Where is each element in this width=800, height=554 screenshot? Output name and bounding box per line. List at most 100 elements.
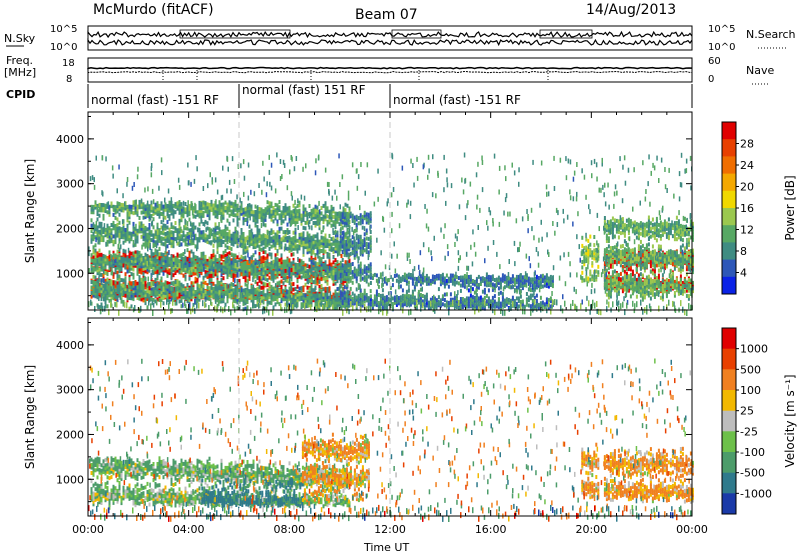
- power-cell: [210, 208, 213, 212]
- power-cell: [232, 277, 235, 282]
- power-cell: [306, 236, 309, 241]
- power-cell: [483, 290, 486, 295]
- power-cell: [348, 295, 351, 300]
- power-cell: [236, 222, 239, 227]
- power-cell: [262, 281, 265, 286]
- power-cell: [479, 298, 482, 303]
- power-cell: [292, 252, 295, 257]
- power-cell: [304, 263, 307, 268]
- power-cell: [136, 269, 139, 274]
- power-cell: [342, 246, 345, 251]
- power-cell: [316, 246, 319, 250]
- power-cell: [405, 276, 408, 281]
- power-cell: [190, 295, 193, 300]
- power-cell: [94, 283, 97, 288]
- power-cell: [120, 297, 123, 301]
- power-cell: [128, 209, 131, 214]
- power-cell: [160, 290, 163, 294]
- power-cell: [174, 258, 177, 263]
- power-cell: [118, 263, 121, 268]
- power-cell: [194, 290, 197, 295]
- power-cell: [140, 259, 143, 263]
- power-cell: [242, 232, 245, 236]
- power-cell: [326, 287, 329, 291]
- power-cell: [218, 202, 221, 207]
- power-cell: [353, 272, 356, 276]
- power-cell: [152, 238, 155, 243]
- power-cell: [196, 277, 199, 282]
- power-cell: [160, 265, 163, 270]
- power-cell: [302, 215, 305, 220]
- power-cell: [292, 300, 295, 305]
- power-cell: [178, 261, 181, 266]
- power-cell: [266, 278, 269, 283]
- power-cell: [100, 229, 103, 234]
- power-cell: [423, 278, 426, 283]
- power-cell: [294, 219, 297, 224]
- power-cell: [355, 295, 358, 300]
- power-cell: [92, 285, 95, 289]
- power-cell: [306, 263, 309, 268]
- power-cell: [232, 266, 235, 271]
- power-cell: [349, 251, 352, 256]
- power-cell: [296, 279, 299, 284]
- power-cell: [140, 226, 143, 231]
- power-cell: [288, 258, 291, 263]
- power-cell: [156, 267, 159, 272]
- nave-tick-top: 60: [708, 56, 721, 67]
- power-cell: [116, 273, 119, 278]
- power-cell: [210, 256, 213, 261]
- power-cell: [282, 238, 285, 243]
- power-cell: [170, 297, 173, 302]
- power-cell: [326, 268, 329, 273]
- power-cell: [236, 209, 239, 214]
- power-cell: [190, 268, 193, 273]
- power-cell: [286, 206, 289, 211]
- power-cell: [397, 274, 400, 279]
- power-cell: [339, 215, 342, 220]
- power-cell: [465, 277, 468, 282]
- power-cell: [244, 212, 247, 217]
- power-cell: [296, 265, 299, 270]
- power-cell: [102, 203, 105, 208]
- power-cell: [182, 295, 185, 299]
- power-cell: [100, 205, 103, 210]
- power-cell: [254, 234, 257, 239]
- power-cell: [312, 288, 315, 293]
- power-cell: [280, 237, 283, 242]
- power-cell: [208, 264, 211, 269]
- power-cell: [272, 211, 275, 216]
- power-cell: [108, 254, 111, 259]
- power-cell: [136, 281, 139, 286]
- power-cell: [320, 230, 323, 235]
- power-cell: [262, 217, 265, 222]
- power-cell: [170, 268, 173, 272]
- power-cell: [132, 229, 135, 234]
- power-cell: [240, 257, 243, 262]
- power-cell: [451, 278, 454, 283]
- power-cell: [226, 205, 229, 210]
- power-cell: [341, 225, 344, 230]
- power-cell: [172, 273, 175, 278]
- power-cell: [326, 281, 329, 286]
- power-cell: [363, 267, 366, 272]
- power-cell: [242, 264, 245, 269]
- power-cell: [190, 260, 193, 265]
- power-cell: [116, 292, 119, 297]
- power-cell: [92, 255, 95, 260]
- power-cell: [132, 254, 135, 258]
- power-cell: [324, 209, 327, 214]
- power-cell: [90, 280, 93, 285]
- power-cell: [92, 234, 95, 239]
- power-cell: [355, 244, 358, 249]
- power-cell: [112, 212, 115, 217]
- power-cell: [395, 278, 398, 283]
- power-cell: [184, 263, 187, 268]
- power-cell: [208, 205, 211, 210]
- power-cell: [226, 293, 229, 298]
- power-cell: [214, 208, 217, 213]
- power-cell: [128, 234, 131, 239]
- power-cell: [252, 212, 255, 217]
- power-cell: [96, 230, 99, 235]
